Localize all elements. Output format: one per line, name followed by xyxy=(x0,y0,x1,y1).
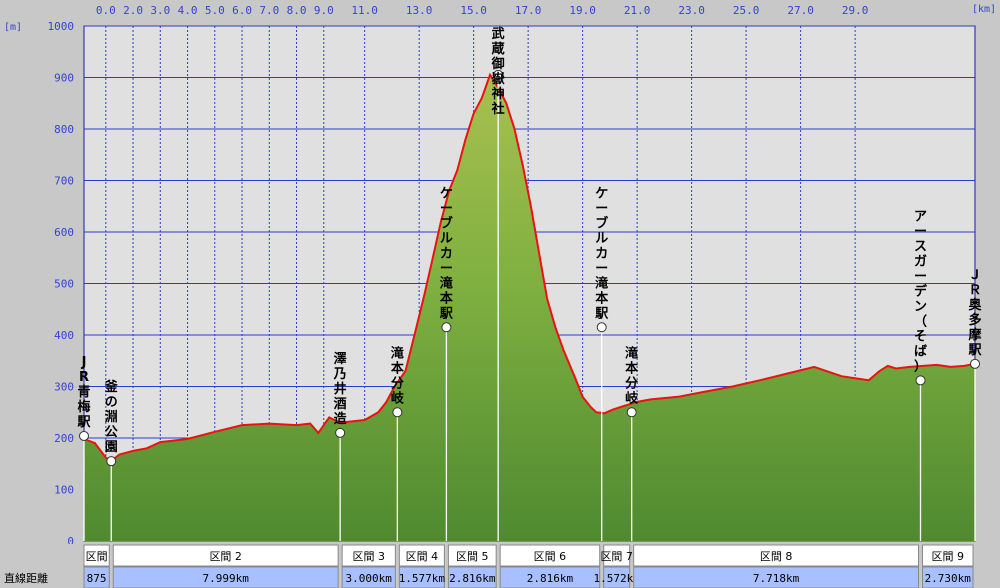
segment-label: 区間 4 xyxy=(406,550,439,563)
waypoint-dot xyxy=(596,322,607,333)
segment-table: 直線距離 区間 875 区間 2 7.999km 区間 3 3.000km 区間 4 1.577… xyxy=(0,544,974,588)
segment-label: 区間 6 xyxy=(534,550,567,563)
segment-distance-cell xyxy=(922,566,974,588)
y-tick-label: 100 xyxy=(54,484,74,497)
waypoint-label: 滝本分岐 xyxy=(625,345,639,406)
row-label: 直線距離 xyxy=(4,571,48,585)
waypoint-label: ケーブルカー滝本駅 xyxy=(439,186,454,321)
segment-label: 区間 8 xyxy=(760,550,793,563)
x-tick-label: 8.0 xyxy=(287,4,307,17)
waypoint-label: アースガーデン（そば） xyxy=(914,209,928,374)
segment-name-cell xyxy=(922,544,974,567)
segment-distance-cell xyxy=(633,566,920,588)
segment-name-cell xyxy=(603,544,631,567)
segment-name-cell xyxy=(83,544,110,567)
x-tick-label: 13.0 xyxy=(406,4,433,17)
x-tick-label: 7.0 xyxy=(259,4,279,17)
x-tick-label: 11.0 xyxy=(351,4,378,17)
segment-distance-cell xyxy=(341,566,396,588)
waypoint-dot xyxy=(626,407,637,418)
x-tick-label: 21.0 xyxy=(624,4,651,17)
y-unit-label: [m] xyxy=(4,22,22,33)
x-tick-label: 27.0 xyxy=(787,4,814,17)
segment-label: 区間 9 xyxy=(932,550,965,563)
y-tick-label: 900 xyxy=(54,72,74,85)
segment-label: 区間 5 xyxy=(456,550,489,563)
segment-distance-cell xyxy=(603,566,631,588)
segment-distance-cell xyxy=(447,566,497,588)
x-tick-label: 6.0 xyxy=(232,4,252,17)
segment-distance-cell xyxy=(499,566,601,588)
y-tick-label: 300 xyxy=(54,381,74,394)
x-tick-label: 2.0 xyxy=(123,4,143,17)
segment-label: 区間 xyxy=(86,550,108,563)
waypoint-dot xyxy=(392,407,403,418)
waypoint-dot xyxy=(106,456,117,467)
x-tick-label: 4.0 xyxy=(178,4,198,17)
segment-distance: 1.577km xyxy=(399,572,446,585)
waypoint-label: 武蔵御嶽神社 xyxy=(491,26,506,117)
waypoint-label: 澤乃井酒造 xyxy=(333,351,348,427)
segment-distance: 875 xyxy=(87,572,107,585)
waypoint-dot xyxy=(335,427,346,438)
x-tick-label: 25.0 xyxy=(733,4,760,17)
segment-label: 区間 3 xyxy=(352,550,385,563)
segment-distance: 2.730km xyxy=(925,572,972,585)
waypoint-dot xyxy=(915,375,926,386)
y-axis-ticks: 0 100 200 300 400 500 600 700 800 900 1000 xyxy=(48,20,75,548)
x-axis-ticks: 0.0 2.0 3.0 4.0 5.0 6.0 7.0 8.0 9.0 11.0 13.0 15.0 1… xyxy=(96,4,868,17)
waypoint-dot xyxy=(441,322,452,333)
y-tick-label: 600 xyxy=(54,226,74,239)
waypoint-label: 滝本分岐 xyxy=(391,345,405,406)
x-tick-label: 17.0 xyxy=(515,4,542,17)
segment-name-cell xyxy=(112,544,339,567)
waypoint-label: ＪＲ奥多摩駅 xyxy=(967,268,982,358)
segment-distance-cell xyxy=(112,566,339,588)
y-tick-label: 700 xyxy=(54,175,74,188)
x-tick-label: 5.0 xyxy=(205,4,225,17)
x-tick-label: 3.0 xyxy=(150,4,170,17)
y-tick-label: 800 xyxy=(54,123,74,136)
y-tick-label: 500 xyxy=(54,278,74,291)
y-tick-label: 0 xyxy=(67,535,74,548)
segment-name-cell xyxy=(447,544,497,567)
segment-distance: 2.816km xyxy=(449,572,496,585)
waypoint-label: ケーブルカー滝本駅 xyxy=(594,186,609,321)
segment-name-cell xyxy=(341,544,396,567)
x-tick-label: 0.0 xyxy=(96,4,116,17)
x-tick-label: 9.0 xyxy=(314,4,334,17)
segment-name-cell xyxy=(398,544,445,567)
segment-distance-cell xyxy=(398,566,445,588)
segment-distance: 7.999km xyxy=(203,572,250,585)
x-unit-label: [km] xyxy=(972,4,996,15)
segment-label: 区間 7 xyxy=(600,550,633,563)
segment-distance-cell xyxy=(83,566,110,588)
segment-distance: 2.816km xyxy=(527,572,574,585)
y-tick-label: 200 xyxy=(54,432,74,445)
elevation-line xyxy=(83,72,976,463)
segment-distance: 3.000km xyxy=(346,572,393,585)
waypoint-label: J R 青梅駅 xyxy=(76,355,91,430)
segment-name-cell xyxy=(499,544,601,567)
waypoint-dot xyxy=(970,358,980,369)
waypoint-dot xyxy=(79,430,89,441)
table-row-header-cell xyxy=(0,544,84,588)
x-tick-label: 29.0 xyxy=(842,4,869,17)
x-tick-label: 19.0 xyxy=(569,4,596,17)
waypoint-dot xyxy=(493,69,504,80)
y-tick-label: 1000 xyxy=(48,20,75,33)
segment-distance: 1.572km xyxy=(594,572,641,585)
x-tick-label: 23.0 xyxy=(678,4,705,17)
x-tick-label: 15.0 xyxy=(460,4,487,17)
segment-distance: 7.718km xyxy=(753,572,800,585)
segment-label: 区間 2 xyxy=(209,550,242,563)
segment-name-cell xyxy=(633,544,920,567)
waypoint-label: 釜の淵公園 xyxy=(104,379,119,455)
y-tick-label: 400 xyxy=(54,329,74,342)
